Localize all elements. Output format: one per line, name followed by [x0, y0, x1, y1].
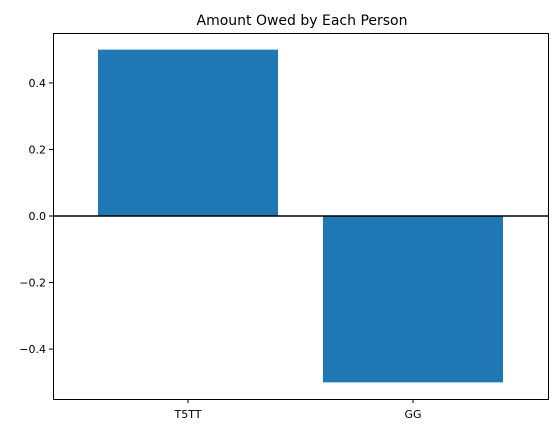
y-tick-label: −0.4 — [19, 343, 46, 356]
y-tick-label: 0.0 — [29, 210, 47, 223]
bar-t5tt — [98, 49, 278, 216]
x-tick-label: GG — [404, 408, 421, 421]
y-axis: −0.4 −0.2 0.0 0.2 0.4 — [19, 77, 53, 356]
x-tick-label: T5TT — [174, 408, 202, 421]
bar-gg — [323, 216, 503, 383]
y-tick-label: 0.2 — [29, 143, 47, 156]
chart-title: Amount Owed by Each Person — [197, 13, 408, 29]
y-tick-label: −0.2 — [19, 277, 46, 290]
plot-frame — [53, 33, 549, 400]
x-axis: T5TT GG — [174, 399, 422, 421]
bars-group — [98, 49, 503, 383]
y-tick-label: 0.4 — [29, 77, 47, 90]
